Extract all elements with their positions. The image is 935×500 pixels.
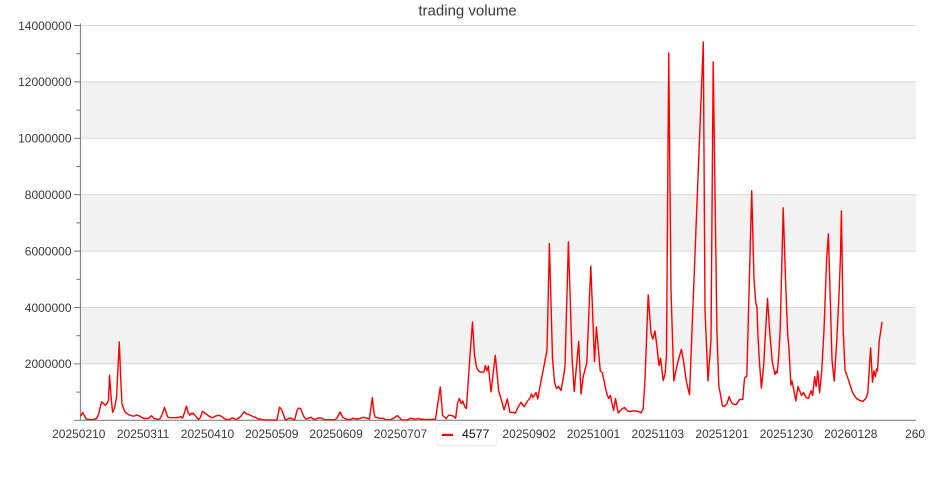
- svg-text:10000000: 10000000: [18, 132, 72, 146]
- svg-text:260: 260: [905, 427, 925, 441]
- svg-text:6000000: 6000000: [25, 244, 72, 258]
- svg-text:4000000: 4000000: [25, 301, 72, 315]
- svg-text:4577: 4577: [462, 427, 490, 441]
- svg-text:20251001: 20251001: [567, 427, 621, 441]
- svg-text:14000000: 14000000: [18, 19, 72, 33]
- svg-text:20250311: 20250311: [117, 427, 170, 441]
- svg-text:20250410: 20250410: [181, 427, 235, 441]
- svg-text:2000000: 2000000: [25, 357, 72, 371]
- svg-text:trading volume: trading volume: [418, 2, 516, 19]
- svg-text:20250902: 20250902: [502, 427, 556, 441]
- svg-text:20260128: 20260128: [824, 427, 878, 441]
- svg-text:20251230: 20251230: [760, 427, 814, 441]
- svg-text:20250707: 20250707: [374, 427, 428, 441]
- svg-text:20250509: 20250509: [245, 427, 299, 441]
- svg-text:20250210: 20250210: [52, 427, 106, 441]
- svg-text:8000000: 8000000: [25, 188, 72, 202]
- svg-text:20251201: 20251201: [695, 427, 749, 441]
- svg-text:20251103: 20251103: [632, 427, 685, 441]
- svg-text:20250609: 20250609: [309, 427, 363, 441]
- svg-text:12000000: 12000000: [18, 75, 72, 89]
